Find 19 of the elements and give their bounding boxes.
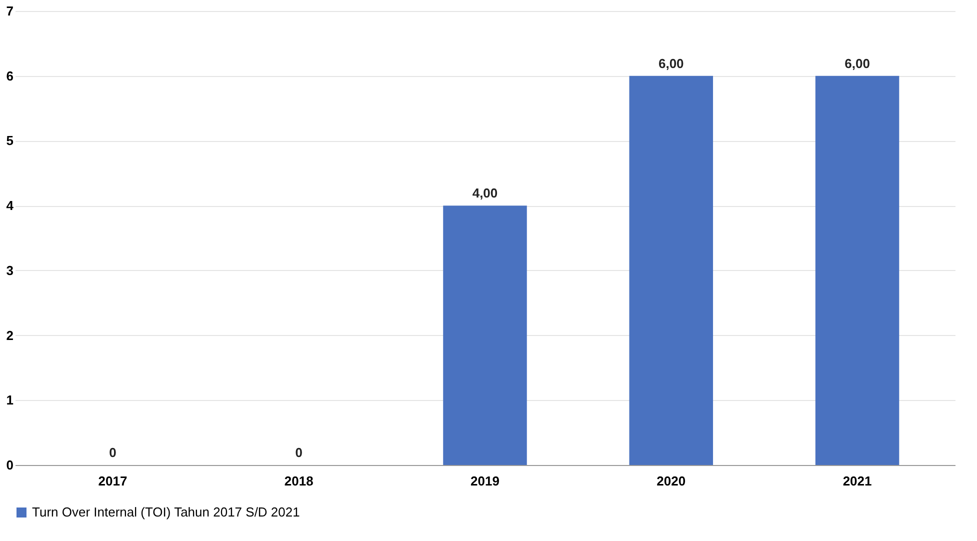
y-tick-label: 5 (6, 133, 14, 148)
y-tick-label: 4 (6, 198, 14, 214)
data-label: 6,00 (844, 56, 870, 71)
data-label: 6,00 (658, 56, 684, 71)
x-tick-label: 2017 (98, 474, 128, 488)
y-tick-label: 7 (6, 4, 14, 18)
y-tick-label: 2 (6, 328, 14, 343)
x-tick-label: 2018 (284, 474, 314, 488)
y-tick-label: 3 (6, 262, 14, 278)
data-label: 0 (295, 445, 302, 460)
y-tick-label: 0 (6, 458, 14, 472)
x-tick-label: 2021 (842, 474, 872, 488)
y-tick-label: 1 (6, 392, 14, 408)
legend-label: Turn Over Internal (TOI) Tahun 2017 S/D 2021 (32, 504, 300, 520)
y-tick-label: 6 (6, 68, 14, 84)
x-tick-label: 2019 (470, 474, 500, 488)
x-tick-label: 2020 (656, 474, 686, 488)
data-label: 4,00 (472, 186, 498, 201)
data-label: 0 (109, 445, 116, 460)
